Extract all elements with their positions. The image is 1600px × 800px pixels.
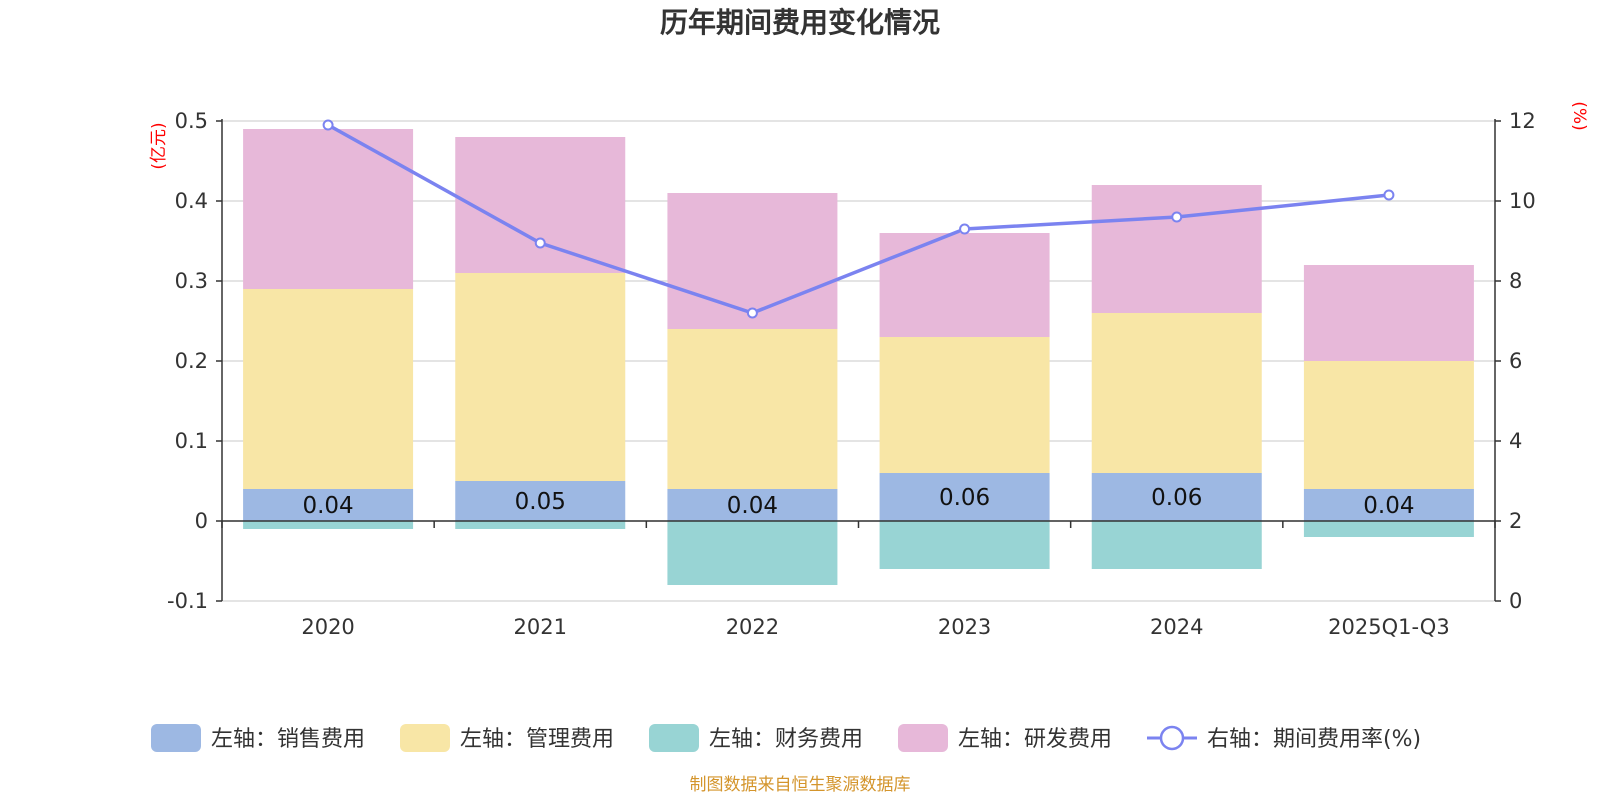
left-tick-label: 0.4 bbox=[175, 189, 208, 213]
line-series-group bbox=[322, 119, 1395, 319]
legend-label: 左轴：财务费用 bbox=[709, 727, 863, 752]
bar-segment bbox=[667, 489, 838, 521]
line-point bbox=[1383, 189, 1395, 201]
bar-segment bbox=[243, 521, 414, 529]
bar-segment bbox=[879, 337, 1050, 473]
chart-title: 历年期间费用变化情况 bbox=[660, 6, 940, 39]
left-tick-label: 0.5 bbox=[175, 109, 208, 133]
left-axis-unit: (亿元) bbox=[149, 122, 169, 169]
axes-group: -0.1 0 0.1 0.2 0.3 0.4 0.5 0 2 4 6 8 10 12 2020 2021 202… bbox=[167, 109, 1536, 639]
right-tick-label: 0 bbox=[1509, 589, 1522, 613]
right-tick-label: 6 bbox=[1509, 349, 1522, 373]
bar-segment bbox=[667, 329, 838, 489]
bar-data-label: 0.05 bbox=[515, 489, 566, 515]
source-note: 制图数据来自恒生聚源数据库 bbox=[690, 775, 911, 795]
legend-item[interactable]: 右轴：期间费用率(%) bbox=[1147, 725, 1421, 752]
right-axis-unit: (%) bbox=[1569, 101, 1589, 130]
left-tick-label: 0.3 bbox=[175, 269, 208, 293]
x-tick-label: 2021 bbox=[514, 615, 567, 639]
line-point bbox=[1171, 211, 1183, 223]
bar-segment bbox=[1091, 313, 1262, 473]
legend-swatch bbox=[400, 724, 450, 752]
x-tick-label: 2020 bbox=[301, 615, 354, 639]
right-tick-label: 2 bbox=[1509, 509, 1522, 533]
bar-segment bbox=[1091, 473, 1262, 521]
bar-segment bbox=[1303, 489, 1474, 521]
data-labels-group: 0.04 0.05 0.04 0.06 0.06 0.04 bbox=[302, 485, 1414, 519]
line-point bbox=[746, 307, 758, 319]
bar-segment bbox=[667, 193, 838, 329]
right-tick-label: 12 bbox=[1509, 109, 1536, 133]
x-tick-label: 2024 bbox=[1150, 615, 1203, 639]
bar-segment bbox=[1303, 265, 1474, 361]
bar-segment bbox=[667, 521, 838, 585]
bar-segment bbox=[455, 273, 626, 481]
legend-swatch bbox=[151, 724, 201, 752]
left-tick-label: 0 bbox=[195, 509, 208, 533]
line-series bbox=[327, 123, 1390, 315]
bar-data-label: 0.04 bbox=[727, 493, 778, 519]
legend-label: 右轴：期间费用率(%) bbox=[1207, 727, 1421, 752]
legend[interactable]: 左轴：销售费用 左轴：管理费用 左轴：财务费用 左轴：研发费用 右轴：期间费用率(%) bbox=[151, 724, 1421, 752]
bar-segment bbox=[879, 473, 1050, 521]
left-tick-label: 0.2 bbox=[175, 349, 208, 373]
legend-label: 左轴：研发费用 bbox=[958, 727, 1112, 752]
bar-data-label: 0.04 bbox=[1363, 493, 1414, 519]
x-tick-label: 2023 bbox=[938, 615, 991, 639]
legend-item[interactable]: 左轴：研发费用 bbox=[898, 724, 1112, 752]
legend-item[interactable]: 左轴：管理费用 bbox=[400, 724, 614, 752]
bars-group bbox=[243, 129, 1474, 585]
bar-segment bbox=[879, 521, 1050, 569]
bar-segment bbox=[455, 521, 626, 529]
legend-item[interactable]: 左轴：销售费用 bbox=[151, 724, 365, 752]
left-tick-label: 0.1 bbox=[175, 429, 208, 453]
bar-segment bbox=[879, 233, 1050, 337]
bar-data-label: 0.06 bbox=[1151, 485, 1202, 511]
legend-label: 左轴：管理费用 bbox=[460, 727, 614, 752]
line-point bbox=[959, 223, 971, 235]
right-tick-label: 4 bbox=[1509, 429, 1522, 453]
bar-segment bbox=[455, 481, 626, 521]
legend-label: 左轴：销售费用 bbox=[211, 727, 365, 752]
bar-data-label: 0.04 bbox=[302, 493, 353, 519]
left-tick-label: -0.1 bbox=[167, 589, 208, 613]
legend-swatch bbox=[898, 724, 948, 752]
bar-segment bbox=[243, 489, 414, 521]
bar-segment bbox=[1303, 361, 1474, 489]
bar-data-label: 0.06 bbox=[939, 485, 990, 511]
legend-circle-marker bbox=[1159, 725, 1185, 751]
x-tick-label: 2025Q1-Q3 bbox=[1328, 615, 1450, 639]
x-tick-label: 2022 bbox=[726, 615, 779, 639]
bar-segment bbox=[1091, 185, 1262, 313]
bar-segment bbox=[243, 289, 414, 489]
bar-segment bbox=[1303, 521, 1474, 537]
legend-item[interactable]: 左轴：财务费用 bbox=[649, 724, 863, 752]
right-tick-label: 10 bbox=[1509, 189, 1536, 213]
right-tick-label: 8 bbox=[1509, 269, 1522, 293]
bar-segment bbox=[455, 137, 626, 273]
legend-swatch bbox=[649, 724, 699, 752]
line-point bbox=[322, 119, 334, 131]
line-point bbox=[534, 237, 546, 249]
bar-segment bbox=[243, 129, 414, 289]
bar-segment bbox=[1091, 521, 1262, 569]
